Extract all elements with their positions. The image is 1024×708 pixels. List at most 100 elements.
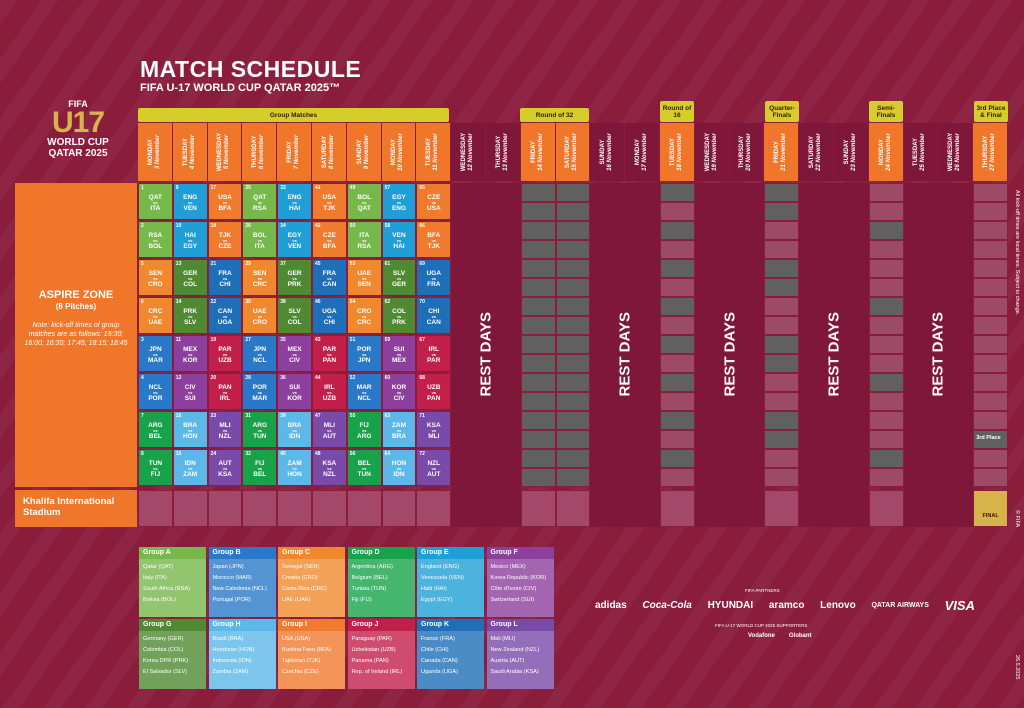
match-cell[interactable]: 2 RSA vs BOL — [138, 221, 173, 258]
match-cell[interactable]: 72 NZL vs AUT — [416, 449, 452, 486]
versus: vs — [396, 238, 402, 243]
match-cell[interactable]: 9 ENG vs VEN — [172, 183, 208, 220]
semi-final-slot — [868, 411, 904, 430]
match-cell[interactable]: 70 CHI vs CAN — [416, 297, 452, 334]
match-cell[interactable]: 30 UAE vs CRO — [242, 297, 278, 334]
match-cell[interactable]: 66 BFA vs TJK — [416, 221, 452, 258]
match-cell[interactable]: 61 SLV vs GER — [381, 259, 417, 296]
match-cell[interactable]: 11 MEX vs KOR — [172, 335, 208, 372]
match-cell[interactable]: 35 MEX vs CIV — [277, 335, 312, 372]
match-cell[interactable]: 42 CZE vs BFA — [312, 221, 347, 258]
match-teams: TJK vs CZE — [209, 232, 242, 250]
match-cell[interactable]: 67 IRL vs PAR — [416, 335, 452, 372]
home-team: POR — [252, 384, 267, 391]
match-cell[interactable]: 37 GER vs PRK — [277, 259, 312, 296]
sponsor-adidas: adidas — [595, 600, 627, 611]
match-cell[interactable]: 54 CRO vs CRC — [346, 297, 382, 334]
match-cell[interactable]: 44 IRL vs UZB — [312, 373, 347, 410]
match-cell[interactable]: 27 JPN vs NCL — [242, 335, 278, 372]
group-card-i: Group I USA (USA) Burkina Faso (BFA) Tajiki… — [278, 619, 345, 689]
away-team: UZB — [322, 395, 337, 402]
match-cell[interactable]: 39 BRA vs IDN — [277, 411, 312, 448]
match-cell[interactable]: 28 POR vs MAR — [242, 373, 278, 410]
match-cell[interactable]: 60 KOR vs CIV — [381, 373, 417, 410]
aspire-zone-label: ASPIRE ZONE (8 Pitches) Note: kick-off t… — [15, 183, 137, 487]
match-cell[interactable]: 17 USA vs BFA — [207, 183, 243, 220]
versus: vs — [153, 466, 158, 471]
match-cell[interactable]: 65 CZE vs USA — [416, 183, 452, 220]
match-cell[interactable]: 46 UGA vs CHI — [312, 297, 347, 334]
match-cell[interactable]: 7 ARG vs BEL — [138, 411, 173, 448]
match-cell[interactable]: 63 ZAM vs BRA — [381, 411, 417, 448]
away-team: CZE — [218, 243, 232, 250]
match-cell[interactable]: 20 PAN vs IRL — [207, 373, 243, 410]
match-cell[interactable]: 1 QAT vs ITA — [138, 183, 173, 220]
match-cell[interactable]: 10 HAI vs EGY — [172, 221, 208, 258]
match-cell[interactable]: 19 PAR vs UZB — [207, 335, 243, 372]
match-cell[interactable]: 64 HON vs IDN — [381, 449, 417, 486]
match-cell[interactable]: 31 ARG vs TUN — [242, 411, 278, 448]
match-cell[interactable]: 47 MLI vs AUT — [312, 411, 347, 448]
match-cell[interactable]: 51 POR vs JPN — [346, 335, 382, 372]
match-cell[interactable]: 38 SLV vs COL — [277, 297, 312, 334]
round-of-16-slot — [660, 411, 695, 430]
match-cell[interactable]: 49 BOL vs QAT — [346, 183, 382, 220]
match-cell[interactable]: 43 PAR vs PAN — [312, 335, 347, 372]
match-cell[interactable]: 41 USA vs TJK — [312, 183, 347, 220]
match-cell[interactable]: 36 SUI vs KOR — [277, 373, 312, 410]
home-team: EGY — [287, 232, 302, 239]
match-cell[interactable]: 68 UZB vs PAN — [416, 373, 452, 410]
match-cell[interactable]: 3 JPN vs MAR — [138, 335, 173, 372]
match-cell[interactable]: 40 ZAM vs HON — [277, 449, 312, 486]
match-cell[interactable]: 62 COL vs PRK — [381, 297, 417, 334]
group-team: Honduras (HON) — [212, 647, 255, 653]
rest-days-label: REST DAYS — [929, 312, 947, 397]
match-cell[interactable]: 21 FRA vs CHI — [207, 259, 243, 296]
match-cell[interactable]: 53 UAE vs SEN — [346, 259, 382, 296]
match-cell[interactable]: 14 PRK vs SLV — [172, 297, 208, 334]
match-cell[interactable]: 57 EGY vs ENG — [381, 183, 417, 220]
match-cell[interactable]: 59 SUI vs MEX — [381, 335, 417, 372]
semi-final-slot — [868, 259, 904, 278]
match-cell[interactable]: 18 TJK vs CZE — [207, 221, 243, 258]
match-cell[interactable]: 4 NCL vs POR — [138, 373, 173, 410]
match-cell[interactable]: 16 IDN vs ZAM — [172, 449, 208, 486]
match-teams: KOR vs CIV — [383, 384, 416, 402]
day-header-17: THURSDAY 20 November — [729, 123, 765, 181]
match-cell[interactable]: 71 KSA vs MLI — [416, 411, 452, 448]
match-teams: SLV vs GER — [383, 270, 416, 288]
match-cell[interactable]: 48 KSA vs NZL — [312, 449, 347, 486]
match-cell[interactable]: 69 UGA vs FRA — [416, 259, 452, 296]
day-header-10: THURSDAY 13 November — [486, 123, 521, 181]
day-date: 14 November — [537, 133, 544, 171]
match-cell[interactable]: 29 SEN vs CRC — [242, 259, 278, 296]
match-cell[interactable]: 32 FIJ vs BEL — [242, 449, 278, 486]
match-cell[interactable]: 26 BOL vs ITA — [242, 221, 278, 258]
match-cell[interactable]: 33 ENG vs HAI — [277, 183, 312, 220]
match-cell[interactable]: 8 TUN vs FIJ — [138, 449, 173, 486]
match-cell[interactable]: 12 CIV vs SUI — [172, 373, 208, 410]
group-team: Korea Republic (KOR) — [490, 575, 547, 581]
match-cell[interactable]: 5 SEN vs CRO — [138, 259, 173, 296]
match-cell[interactable]: 34 EGY vs VEN — [277, 221, 312, 258]
match-cell[interactable]: 6 CRC vs UAE — [138, 297, 173, 334]
rest-band — [903, 183, 974, 527]
match-cell[interactable]: 45 FRA vs CAN — [312, 259, 347, 296]
match-cell[interactable]: 13 GER vs COL — [172, 259, 208, 296]
match-cell[interactable]: 15 BRA vs HON — [172, 411, 208, 448]
match-cell[interactable]: 56 BEL vs TUN — [346, 449, 382, 486]
match-cell[interactable]: 52 MAR vs NCL — [346, 373, 382, 410]
group-name: Group D — [347, 547, 415, 559]
home-team: CRC — [148, 308, 163, 315]
match-cell[interactable]: 58 VEN vs HAI — [381, 221, 417, 258]
match-cell[interactable]: 50 ITA vs RSA — [346, 221, 382, 258]
day-date: 6 November — [259, 134, 266, 170]
versus: vs — [361, 390, 367, 395]
logo-u17: U17 — [51, 106, 105, 139]
match-cell[interactable]: 24 AUT vs KSA — [207, 449, 243, 486]
match-cell[interactable]: 25 QAT vs RSA — [242, 183, 278, 220]
match-teams: UAE vs SEN — [348, 270, 381, 288]
match-cell[interactable]: 23 MLI vs NZL — [207, 411, 243, 448]
match-cell[interactable]: 55 FIJ vs ARG — [346, 411, 382, 448]
match-cell[interactable]: 22 CAN vs UGA — [207, 297, 243, 334]
